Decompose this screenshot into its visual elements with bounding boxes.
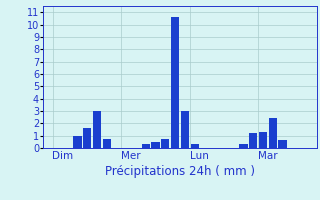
Bar	[73, 136, 82, 148]
Bar	[239, 144, 248, 148]
Bar	[259, 132, 267, 148]
Bar	[161, 139, 170, 148]
Bar	[142, 144, 150, 148]
Bar	[151, 142, 160, 148]
Bar	[83, 128, 91, 148]
Bar	[171, 17, 179, 148]
Bar	[269, 118, 277, 148]
Bar	[103, 139, 111, 148]
Bar	[249, 133, 257, 148]
Bar	[181, 111, 189, 148]
X-axis label: Précipitations 24h ( mm ): Précipitations 24h ( mm )	[105, 165, 255, 178]
Bar	[278, 140, 287, 148]
Bar	[93, 111, 101, 148]
Bar	[190, 144, 199, 148]
